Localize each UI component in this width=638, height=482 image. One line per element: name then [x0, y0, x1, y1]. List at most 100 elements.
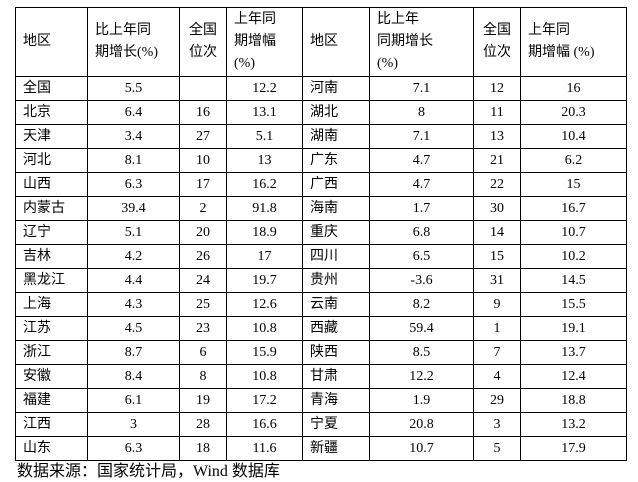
- value-cell: 4.5: [87, 316, 180, 341]
- table-row: 浙江 8.7 6 15.9 陕西 8.5 7 13.7: [15, 340, 627, 365]
- value-cell: 7.1: [369, 76, 474, 101]
- table-row: 安徽 8.4 8 10.8 甘肃 12.2 4 12.4: [15, 364, 627, 389]
- value-cell: 23: [179, 316, 227, 341]
- value-cell: 8: [369, 100, 474, 125]
- region-cell: 云南: [302, 292, 370, 317]
- value-cell: 6.8: [369, 220, 474, 245]
- value-cell: 2: [179, 196, 227, 221]
- value-cell: 4.7: [369, 148, 474, 173]
- value-cell: 20: [179, 220, 227, 245]
- value-cell: 17.2: [226, 388, 303, 413]
- value-cell: 13.1: [226, 100, 303, 125]
- region-cell: 贵州: [302, 268, 370, 293]
- value-cell: 3: [473, 412, 521, 437]
- column-header: 全国 位次: [473, 7, 521, 77]
- table-row: 吉林 4.2 26 17 四川 6.5 15 10.2: [15, 244, 627, 269]
- region-cell: 四川: [302, 244, 370, 269]
- value-cell: 15.5: [520, 292, 627, 317]
- value-cell: 6.1: [87, 388, 180, 413]
- value-cell: 15: [520, 172, 627, 197]
- value-cell: 19: [179, 388, 227, 413]
- value-cell: 10.8: [226, 364, 303, 389]
- value-cell: 15.9: [226, 340, 303, 365]
- value-cell: 12.2: [226, 76, 303, 101]
- value-cell: 17: [226, 244, 303, 269]
- value-cell: 28: [179, 412, 227, 437]
- value-cell: 4.3: [87, 292, 180, 317]
- value-cell: 1.9: [369, 388, 474, 413]
- value-cell: 6.4: [87, 100, 180, 125]
- value-cell: 16: [179, 100, 227, 125]
- region-cell: 河南: [302, 76, 370, 101]
- value-cell: 8: [179, 364, 227, 389]
- value-cell: 31: [473, 268, 521, 293]
- column-header: 上年同 期增幅 (%): [520, 7, 627, 77]
- value-cell: 5.1: [87, 220, 180, 245]
- region-cell: 黑龙江: [15, 268, 88, 293]
- region-cell: 湖北: [302, 100, 370, 125]
- value-cell: 16.6: [226, 412, 303, 437]
- table-row: 江西 3 28 16.6 宁夏 20.8 3 13.2: [15, 412, 627, 437]
- region-cell: 浙江: [15, 340, 88, 365]
- value-cell: 18: [179, 436, 227, 461]
- value-cell: 8.5: [369, 340, 474, 365]
- value-cell: 16.7: [520, 196, 627, 221]
- column-header: 地区: [302, 7, 370, 77]
- region-cell: 新疆: [302, 436, 370, 461]
- region-cell: 西藏: [302, 316, 370, 341]
- table-row: 全国 5.5 12.2 河南 7.1 12 16: [15, 76, 627, 101]
- value-cell: 12.4: [520, 364, 627, 389]
- value-cell: 12: [473, 76, 521, 101]
- value-cell: 20.3: [520, 100, 627, 125]
- value-cell: 4.2: [87, 244, 180, 269]
- value-cell: 8.4: [87, 364, 180, 389]
- value-cell: 21: [473, 148, 521, 173]
- value-cell: 3: [87, 412, 180, 437]
- region-cell: 宁夏: [302, 412, 370, 437]
- value-cell: 10.7: [369, 436, 474, 461]
- value-cell: 10.7: [520, 220, 627, 245]
- value-cell: 5.1: [226, 124, 303, 149]
- value-cell: 19.7: [226, 268, 303, 293]
- value-cell: 39.4: [87, 196, 180, 221]
- region-cell: 山东: [15, 436, 88, 461]
- region-cell: 安徽: [15, 364, 88, 389]
- value-cell: 6: [179, 340, 227, 365]
- region-cell: 甘肃: [302, 364, 370, 389]
- region-cell: 广西: [302, 172, 370, 197]
- region-cell: 上海: [15, 292, 88, 317]
- region-cell: 湖南: [302, 124, 370, 149]
- value-cell: 30: [473, 196, 521, 221]
- region-cell: 陕西: [302, 340, 370, 365]
- value-cell: 8.1: [87, 148, 180, 173]
- value-cell: 12.2: [369, 364, 474, 389]
- value-cell: 18.9: [226, 220, 303, 245]
- value-cell: 16.2: [226, 172, 303, 197]
- value-cell: 10: [179, 148, 227, 173]
- table-wrapper: 地区 比上年同 期增长(%) 全国 位次 上年同 期增幅 (%) 地区 比上年 同期增长 …: [15, 7, 627, 482]
- value-cell: 14.5: [520, 268, 627, 293]
- value-cell: 6.3: [87, 436, 180, 461]
- column-header: 地区: [15, 7, 88, 77]
- value-cell: 26: [179, 244, 227, 269]
- value-cell: 4.7: [369, 172, 474, 197]
- value-cell: 10.2: [520, 244, 627, 269]
- region-cell: 广东: [302, 148, 370, 173]
- value-cell: 20.8: [369, 412, 474, 437]
- value-cell: 18.8: [520, 388, 627, 413]
- region-cell: 内蒙古: [15, 196, 88, 221]
- table-row: 山西 6.3 17 16.2 广西 4.7 22 15: [15, 172, 627, 197]
- value-cell: 15: [473, 244, 521, 269]
- column-header: 全国 位次: [179, 7, 227, 77]
- value-cell: 10.4: [520, 124, 627, 149]
- value-cell: 13: [473, 124, 521, 149]
- table-header-row: 地区 比上年同 期增长(%) 全国 位次 上年同 期增幅 (%) 地区 比上年 同期增长 …: [15, 7, 627, 77]
- value-cell: 10.8: [226, 316, 303, 341]
- value-cell: 59.4: [369, 316, 474, 341]
- table-row: 上海 4.3 25 12.6 云南 8.2 9 15.5: [15, 292, 627, 317]
- region-cell: 河北: [15, 148, 88, 173]
- value-cell: 17: [179, 172, 227, 197]
- column-header: 上年同 期增幅 (%): [226, 7, 303, 77]
- table-row: 江苏 4.5 23 10.8 西藏 59.4 1 19.1: [15, 316, 627, 341]
- value-cell: 3.4: [87, 124, 180, 149]
